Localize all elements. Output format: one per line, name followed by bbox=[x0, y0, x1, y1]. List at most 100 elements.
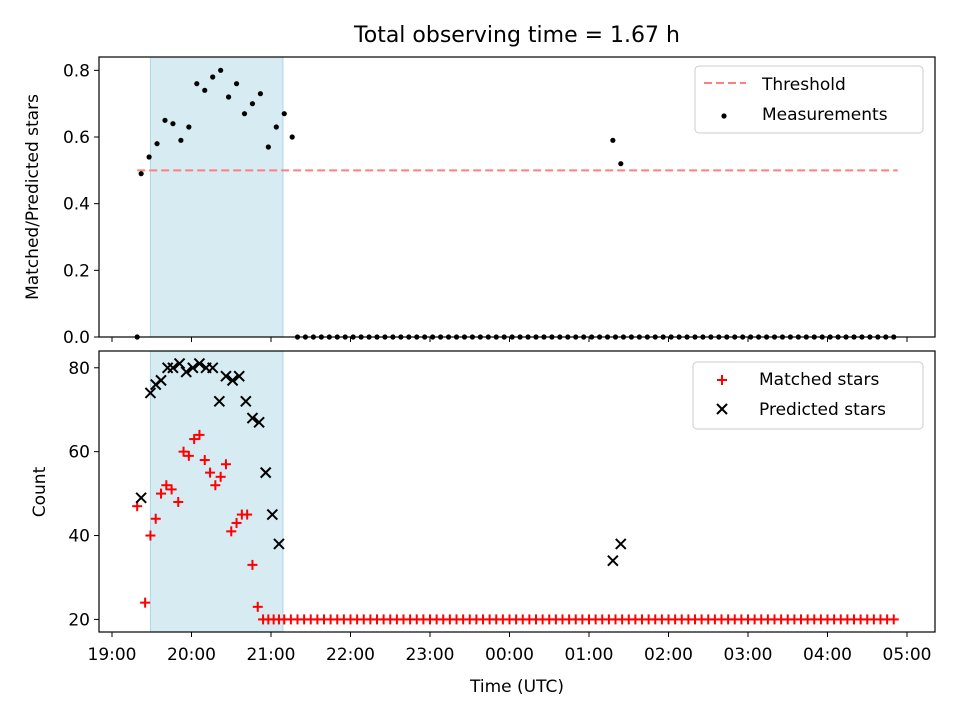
x-tick-label: 22:00 bbox=[326, 645, 375, 665]
chart-title: Total observing time = 1.67 h bbox=[353, 23, 680, 48]
y-tick-label: 0.2 bbox=[63, 261, 90, 281]
x-axis-label: Time (UTC) bbox=[469, 677, 564, 697]
predicted-star-marker bbox=[266, 508, 279, 521]
predicted-star-marker bbox=[615, 538, 627, 550]
predicted-star-marker bbox=[220, 370, 232, 382]
predicted-star-marker bbox=[233, 370, 245, 382]
count-legend-box bbox=[692, 361, 924, 430]
measurement-point bbox=[154, 141, 160, 147]
x-tick-label: 00:00 bbox=[485, 645, 534, 665]
count-marks bbox=[132, 357, 899, 625]
count-y-ticks: 20 40 60 80 bbox=[68, 359, 99, 630]
predicted-star-marker bbox=[273, 538, 285, 550]
measurement-point bbox=[233, 81, 240, 87]
x-tick-label: 02:00 bbox=[644, 645, 693, 665]
predicted-star-marker bbox=[213, 395, 226, 408]
matched-star-marker bbox=[247, 559, 258, 570]
predicted-star-marker bbox=[135, 492, 147, 504]
ratio-x-ticks bbox=[111, 337, 908, 342]
predicted-star-marker bbox=[246, 412, 259, 424]
matched-star-marker bbox=[166, 484, 177, 495]
measurement-point bbox=[281, 111, 287, 117]
matched-star-marker bbox=[252, 601, 263, 612]
predicted-star-marker bbox=[193, 357, 206, 370]
predicted-star-marker bbox=[155, 374, 167, 387]
matched-star-marker bbox=[215, 471, 226, 482]
x-tick-label: 04:00 bbox=[803, 645, 852, 665]
matched-star-marker bbox=[140, 597, 151, 608]
measurement-point bbox=[241, 111, 248, 117]
y-tick-label: 60 bbox=[68, 443, 90, 463]
y-tick-label: 20 bbox=[68, 610, 90, 630]
x-tick-label: 19:00 bbox=[88, 645, 137, 665]
ratio-legend-box bbox=[694, 65, 924, 134]
measurements-legend-label: Measurements bbox=[762, 105, 888, 125]
measurement-point bbox=[249, 101, 256, 107]
measurement-point bbox=[146, 154, 152, 160]
count-panel: 20 40 60 80 19:00 20:00 21:00 22:00 23:00 00:00 0… bbox=[30, 350, 936, 697]
measurement-point bbox=[194, 81, 200, 87]
matched-legend-label: Matched stars bbox=[759, 370, 879, 390]
x-tick-label: 21:00 bbox=[247, 645, 296, 665]
matched-star-marker bbox=[220, 459, 231, 470]
ratio-panel: 0.00.20.40.60.8 Matched/Predicted stars … bbox=[23, 56, 936, 348]
ratio-y-axis-label: Matched/Predicted stars bbox=[23, 94, 43, 300]
predicted-legend-swatch bbox=[716, 403, 728, 415]
measurement-point bbox=[218, 67, 224, 73]
matched-star-marker bbox=[189, 434, 200, 445]
matched-star-marker bbox=[888, 614, 899, 625]
predicted-star-marker bbox=[226, 374, 239, 387]
matched-star-marker bbox=[205, 467, 216, 478]
measurement-point bbox=[170, 121, 176, 127]
matched-star-marker bbox=[226, 526, 237, 537]
y-tick-label: 40 bbox=[68, 527, 90, 547]
x-tick-label: 01:00 bbox=[565, 645, 614, 665]
x-tick-label: 20:00 bbox=[167, 645, 216, 665]
measurement-point bbox=[265, 144, 271, 150]
measurement-point bbox=[289, 134, 295, 140]
measurement-point bbox=[610, 137, 616, 143]
predicted-star-marker bbox=[173, 357, 186, 370]
predicted-star-marker bbox=[180, 366, 192, 378]
y-tick-label: 0.6 bbox=[63, 128, 90, 148]
matched-star-marker bbox=[145, 530, 156, 541]
observing-window-shade bbox=[149, 350, 284, 633]
measurement-point bbox=[257, 91, 263, 97]
count-y-axis-label: Count bbox=[30, 466, 50, 517]
predicted-star-marker bbox=[259, 466, 272, 479]
predicted-star-marker bbox=[240, 395, 252, 408]
matched-star-marker bbox=[210, 480, 221, 491]
measurement-point bbox=[138, 171, 144, 177]
predicted-star-marker bbox=[607, 554, 619, 567]
x-tick-label: 23:00 bbox=[406, 645, 455, 665]
predicted-star-marker bbox=[187, 362, 199, 374]
measurement-point bbox=[618, 161, 624, 167]
measurement-point bbox=[162, 117, 168, 123]
x-tick-label: 03:00 bbox=[724, 645, 773, 665]
predicted-star-marker bbox=[206, 362, 219, 374]
ratio-legend: Threshold Measurements bbox=[694, 65, 924, 134]
matched-star-marker bbox=[183, 450, 194, 461]
predicted-star-marker bbox=[167, 362, 179, 374]
matched-star-marker bbox=[173, 496, 184, 507]
matched-star-marker bbox=[178, 446, 189, 457]
ratio-marks bbox=[134, 67, 898, 340]
y-tick-label: 0.0 bbox=[63, 328, 90, 348]
measurement-point bbox=[210, 74, 216, 80]
measurement-point bbox=[186, 124, 192, 130]
threshold-legend-label: Threshold bbox=[761, 75, 846, 95]
matched-legend-swatch bbox=[717, 375, 727, 385]
matched-star-marker bbox=[194, 429, 205, 440]
count-axes-frame bbox=[98, 350, 936, 633]
predicted-star-marker bbox=[144, 387, 157, 399]
y-tick-label: 80 bbox=[68, 359, 90, 379]
count-x-ticks: 19:00 20:00 21:00 22:00 23:00 00:00 01:00 02:00… bbox=[88, 632, 932, 665]
matched-star-marker bbox=[199, 455, 210, 466]
measurement-point bbox=[202, 87, 208, 93]
measurement-point bbox=[178, 137, 184, 143]
matched-star-marker bbox=[242, 509, 253, 520]
measurement-point bbox=[273, 124, 279, 130]
observing-window-shade bbox=[149, 56, 284, 338]
predicted-star-marker bbox=[253, 416, 265, 429]
